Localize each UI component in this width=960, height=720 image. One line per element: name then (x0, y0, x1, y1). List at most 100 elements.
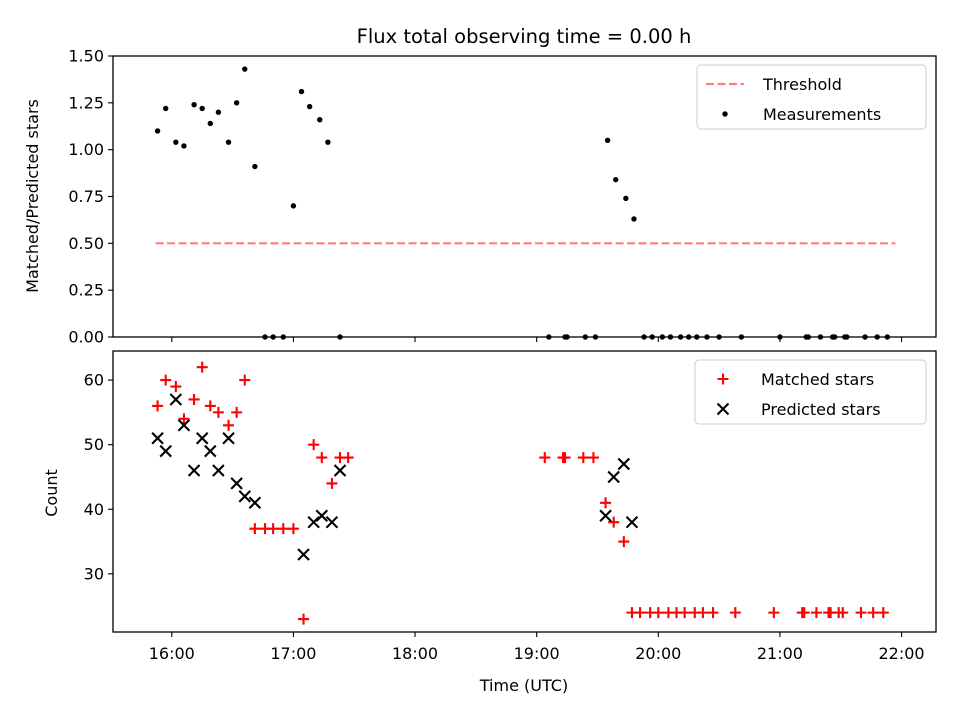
matched-stars-point (707, 607, 719, 619)
measurements-point (233, 100, 240, 106)
measurements-point (173, 139, 179, 145)
measurements-point (805, 334, 811, 340)
measurements-point (317, 116, 323, 123)
ratio-panel: Flux total observing time = 0.00 h 0.000… (23, 25, 937, 347)
measurements-point (704, 334, 710, 340)
predicted-stars-point (187, 464, 201, 477)
predicted-stars-point (204, 444, 217, 458)
measurements-point (592, 334, 599, 340)
matched-stars-point (587, 452, 599, 464)
predicted-stars-point (617, 457, 631, 471)
y-tick-label: 1.50 (68, 47, 104, 66)
matched-stars-point (277, 523, 289, 535)
matched-stars-point (855, 607, 867, 619)
matched-stars-point (877, 607, 889, 619)
x-tick-label: 17:00 (270, 644, 316, 663)
measurements-point (181, 143, 187, 149)
matched-stars-point (867, 607, 879, 619)
legend: Matched stars Predicted stars (694, 359, 927, 425)
measurements-point (546, 334, 552, 340)
measurements-point (677, 334, 684, 340)
measurements-point (191, 102, 197, 108)
predicted-stars-point (625, 515, 639, 529)
predicted-stars-point (333, 464, 347, 477)
measurements-point (582, 334, 589, 340)
series-group (154, 66, 896, 340)
y-tick-label: 0.00 (68, 328, 104, 347)
matched-stars-point (608, 516, 620, 528)
matched-stars-point (326, 477, 338, 489)
matched-stars-point (239, 374, 251, 386)
measurements-point (298, 88, 305, 95)
matched-stars-point (267, 523, 279, 535)
count-plot-area: 30 40 50 60 16:00 17:00 18:00 19:00 20:00 21:00 22… (84, 350, 937, 663)
predicted-stars-point (238, 490, 252, 503)
measurements-point (831, 334, 838, 340)
predicted-stars-point (599, 509, 612, 522)
predicted-stars-point (607, 470, 620, 484)
predicted-stars-point (248, 496, 262, 510)
measurements-point (154, 128, 161, 134)
measurements-point (604, 137, 611, 143)
y-tick-label: 1.00 (68, 140, 104, 159)
matched-stars-point (196, 361, 208, 373)
measurements-point (716, 334, 722, 340)
matched-stars-point (231, 406, 243, 418)
measurements-point (207, 120, 214, 127)
matched-stars-point (204, 400, 216, 412)
legend-frame (696, 64, 927, 130)
measurements-point (325, 139, 331, 145)
x-tick-label: 18:00 (392, 644, 438, 663)
measurements-point (163, 105, 169, 112)
legend-swatch-matched-stars (717, 373, 729, 385)
matched-stars-point (316, 452, 328, 464)
chart-title: Flux total observing time = 0.00 h (357, 25, 692, 48)
x-tick-label: 16:00 (149, 644, 195, 663)
matched-stars-point (697, 607, 709, 619)
measurements-point (252, 163, 258, 170)
x-tick-label: 20:00 (635, 644, 681, 663)
predicted-stars-point (297, 548, 310, 561)
measurements-point (659, 334, 666, 340)
matched-stars-point (170, 381, 182, 393)
matched-stars-point (298, 613, 310, 625)
matched-stars-point (249, 523, 261, 535)
x-tick-label: 22:00 (878, 644, 924, 663)
count-y-axis-label: Count (42, 469, 61, 517)
measurements-point (623, 195, 629, 202)
measurements-point (694, 334, 700, 340)
measurements-point (641, 334, 647, 340)
series-group (151, 361, 889, 625)
predicted-stars-point (159, 444, 172, 458)
ratio-plot-area: 0.00 0.25 0.50 0.75 1.00 1.25 1.50 Threshold Mea… (68, 47, 937, 347)
measurements-point (337, 334, 343, 340)
matched-stars-point (160, 374, 172, 386)
measurements-point (225, 139, 232, 145)
predicted-stars-point (325, 515, 339, 529)
y-tick-label: 60 (84, 371, 104, 390)
legend-label-matched-stars: Matched stars (761, 370, 874, 389)
measurements-point (862, 334, 868, 340)
measurements-point (306, 103, 313, 110)
y-tick-label: 0.50 (68, 234, 104, 253)
matched-stars-point (539, 452, 551, 464)
measurements-point (242, 66, 248, 72)
matched-stars-point (342, 452, 354, 464)
matched-stars-point (652, 607, 664, 619)
legend-swatch-predicted-stars (716, 402, 730, 416)
predicted-stars-point (307, 515, 320, 529)
predicted-stars-point (315, 509, 329, 522)
matched-stars-point (212, 406, 224, 418)
matched-stars-point (577, 452, 589, 464)
measurements-point (262, 334, 268, 340)
matched-stars-point (559, 452, 571, 464)
count-panel: 30 40 50 60 16:00 17:00 18:00 19:00 20:00 21:00 22… (42, 350, 937, 695)
predicted-stars-point (195, 431, 209, 445)
predicted-stars-point (151, 431, 164, 445)
legend-label-predicted-stars: Predicted stars (761, 400, 881, 419)
measurements-point (631, 216, 637, 222)
legend-swatch-measurements (722, 111, 728, 117)
matched-stars-point (810, 607, 822, 619)
matched-stars-point (798, 607, 810, 619)
